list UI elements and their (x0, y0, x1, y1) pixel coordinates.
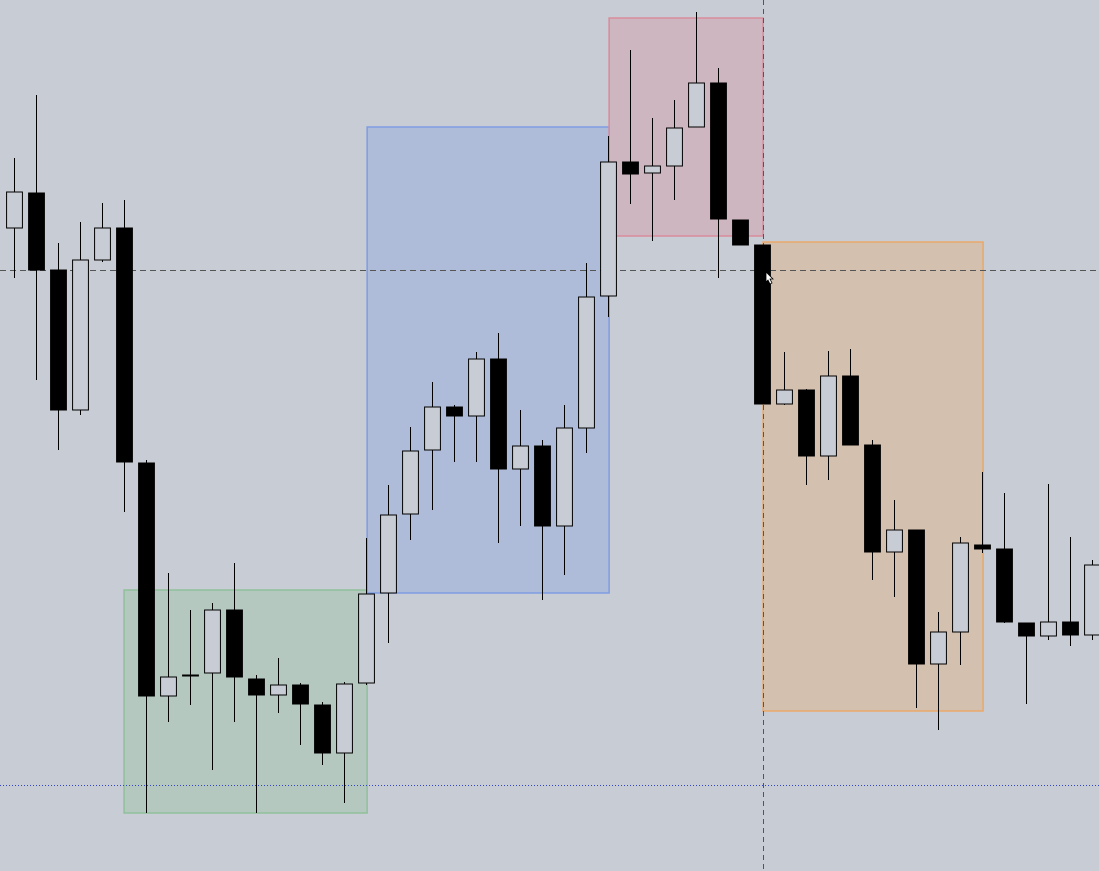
candle-body (952, 542, 969, 633)
candle-body (600, 161, 617, 297)
candle-body (116, 227, 133, 463)
candles (6, 12, 1099, 813)
candle-body (446, 406, 463, 417)
candle-body (798, 389, 815, 457)
candle-body (314, 704, 331, 754)
candle-body (820, 375, 837, 457)
zone (608, 17, 764, 237)
candle-body (468, 358, 485, 417)
candle-body (292, 684, 309, 705)
candle-body (842, 375, 859, 446)
candle-body (270, 684, 287, 696)
candle-body (710, 82, 727, 220)
candle-body (138, 462, 155, 697)
candle-body (28, 192, 45, 271)
candle-body (732, 219, 749, 246)
candle-body (402, 450, 419, 515)
candle-body (1040, 621, 1057, 637)
candle-body (248, 678, 265, 696)
candle-body (512, 445, 529, 470)
candle-body (754, 244, 771, 405)
candle-body (908, 529, 925, 665)
candle-body (996, 548, 1013, 623)
candle-body (864, 444, 881, 553)
candle-body (776, 389, 793, 405)
candle-body (1018, 622, 1035, 637)
candle-body (50, 269, 67, 411)
candle-body (336, 683, 353, 754)
candle-body (886, 529, 903, 553)
candle-body (534, 445, 551, 527)
candle-body (1084, 564, 1099, 636)
candle-body (490, 358, 507, 470)
lines (0, 270, 1099, 786)
zone (123, 589, 368, 814)
candle-body (930, 631, 947, 665)
candle-body (380, 514, 397, 594)
candle-body (688, 82, 705, 128)
candle-body (94, 227, 111, 261)
candle-body (622, 161, 639, 175)
candle-body (204, 609, 221, 674)
candle-body (182, 674, 199, 677)
candle-body (644, 165, 661, 174)
candle-body (72, 259, 89, 411)
candle-body (974, 544, 991, 550)
candle-body (6, 191, 23, 229)
cursor (765, 271, 774, 285)
candle-body (666, 127, 683, 167)
candle-body (1062, 621, 1079, 636)
candle-body (578, 296, 595, 429)
candle-body (226, 609, 243, 678)
candle-body (160, 676, 177, 697)
candle-body (424, 406, 441, 451)
candle-body (358, 593, 375, 684)
candle-body (556, 427, 573, 527)
